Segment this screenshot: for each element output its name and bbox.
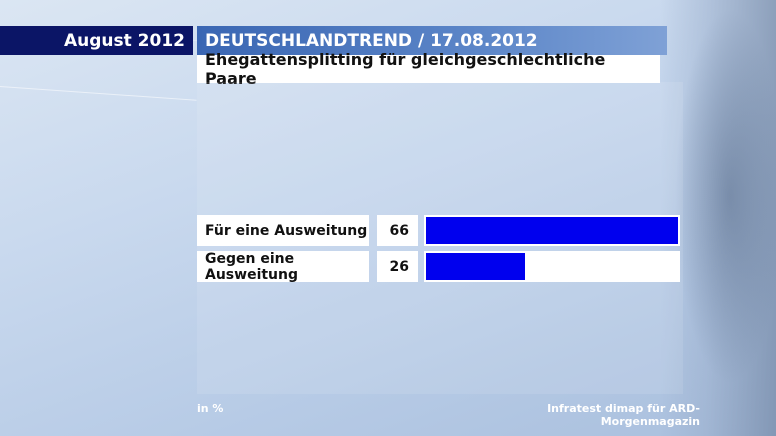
bar xyxy=(426,217,678,244)
category-label: Für eine Ausweitung xyxy=(197,215,369,246)
page-title: DEUTSCHLANDTREND / 17.08.2012 xyxy=(197,26,667,55)
unit-note: in % xyxy=(197,402,224,415)
value-label: 26 xyxy=(377,251,418,282)
category-label: Gegen eine Ausweitung xyxy=(197,251,369,283)
chart-subtitle: Ehegattensplitting für gleichgeschlechtl… xyxy=(197,50,660,88)
value-label: 66 xyxy=(377,215,418,246)
bar xyxy=(426,253,525,280)
bar-track xyxy=(424,215,680,246)
date-badge: August 2012 xyxy=(0,26,193,55)
source-note: Infratest dimap für ARD-Morgenmagazin xyxy=(547,402,700,428)
background-line xyxy=(0,86,197,101)
bar-track xyxy=(424,251,680,282)
